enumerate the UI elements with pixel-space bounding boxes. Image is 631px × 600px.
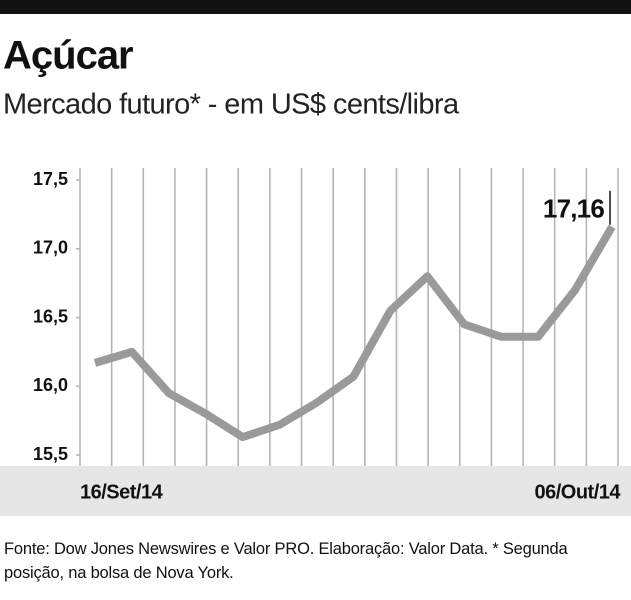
line — [93, 224, 616, 442]
value-label: 17,16 — [543, 194, 604, 224]
x-axis-band — [0, 466, 631, 516]
y-tick-label: 15,5 — [33, 444, 68, 464]
y-tick-label: 17,5 — [33, 169, 68, 189]
chart-title: Açúcar — [3, 34, 133, 78]
y-tick-label: 16,5 — [33, 306, 68, 326]
top-bar — [0, 0, 631, 14]
x-tick-label: 16/Set/14 — [80, 481, 164, 503]
y-tick-label: 16,0 — [33, 375, 68, 395]
y-tick-label: 17,0 — [33, 238, 68, 258]
grid — [79, 168, 619, 466]
chart-subtitle: Mercado futuro* - em US$ cents/libra — [3, 89, 460, 121]
x-tick-label: 06/Out/14 — [534, 481, 621, 503]
source-note: Fonte: Dow Jones Newswires e Valor PRO. … — [4, 540, 568, 582]
chart: Açúcar Mercado futuro* - em US$ cents/li… — [0, 0, 631, 516]
